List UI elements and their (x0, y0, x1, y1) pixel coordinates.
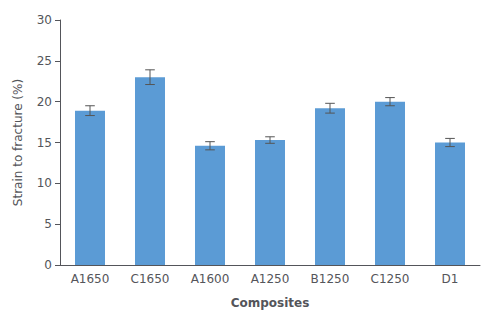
svg-text:25: 25 (37, 54, 52, 68)
svg-text:10: 10 (37, 176, 52, 190)
svg-text:Strain to fracture (%): Strain to fracture (%) (11, 79, 25, 206)
svg-text:15: 15 (37, 136, 52, 150)
svg-text:A1600: A1600 (191, 272, 230, 286)
svg-text:20: 20 (37, 95, 52, 109)
svg-text:30: 30 (37, 13, 52, 27)
svg-text:C1250: C1250 (371, 272, 410, 286)
svg-text:B1250: B1250 (311, 272, 350, 286)
svg-text:Composites: Composites (231, 296, 310, 310)
svg-text:D1: D1 (442, 272, 459, 286)
svg-text:C1650: C1650 (131, 272, 170, 286)
svg-text:0: 0 (44, 258, 52, 272)
svg-text:A1250: A1250 (251, 272, 290, 286)
svg-text:5: 5 (44, 217, 52, 231)
svg-text:A1650: A1650 (71, 272, 110, 286)
